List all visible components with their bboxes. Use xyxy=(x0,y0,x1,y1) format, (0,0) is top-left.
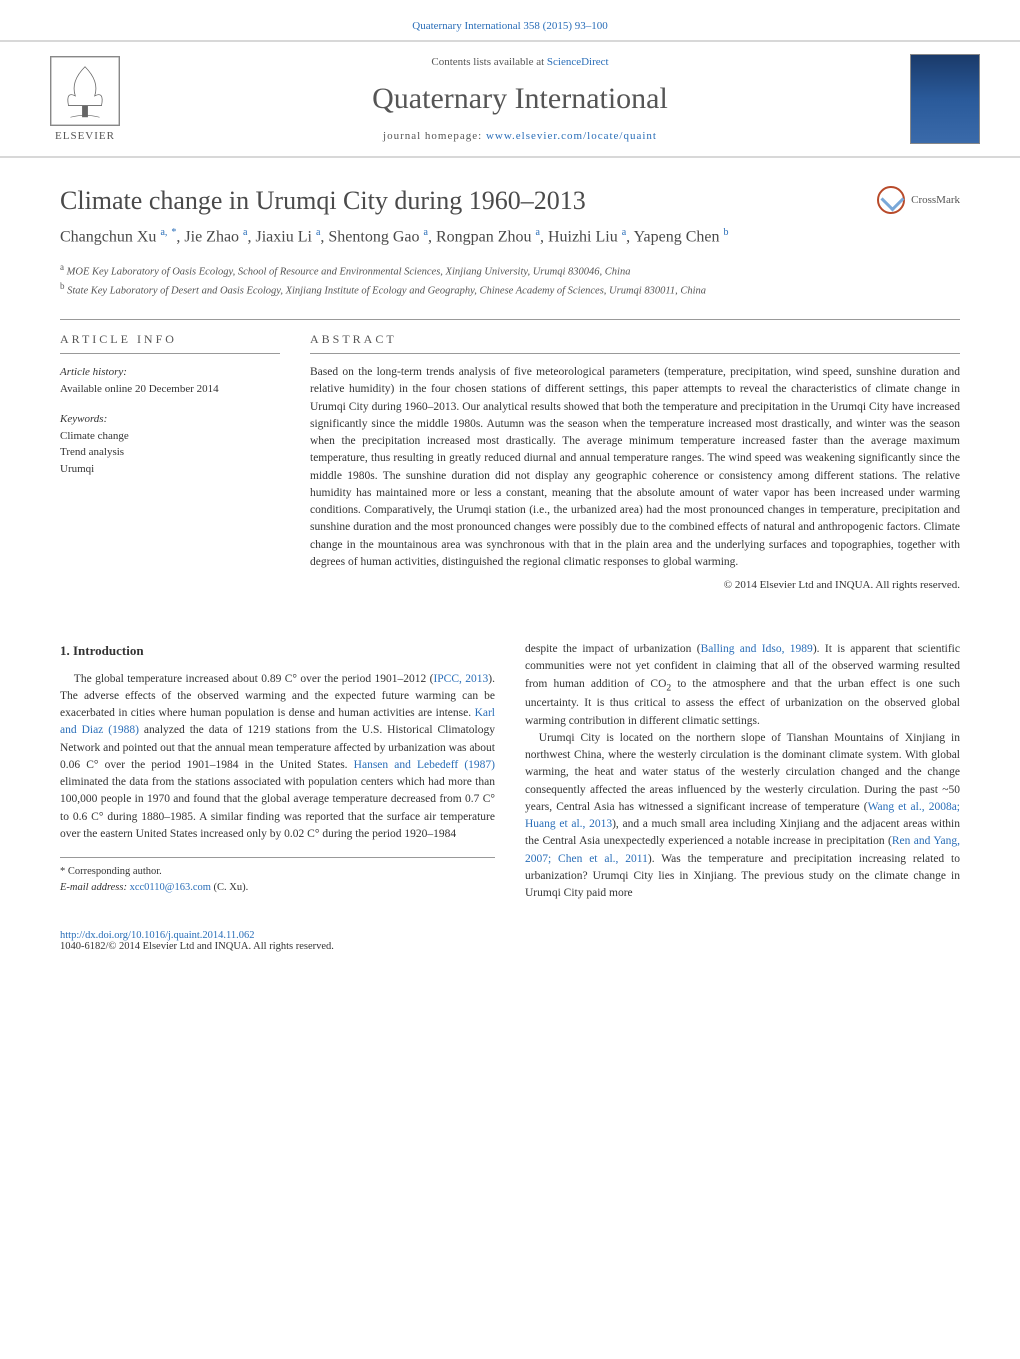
journal-header: ELSEVIER Contents lists available at Sci… xyxy=(0,40,1020,158)
email-line: E-mail address: xcc0110@163.com (C. Xu). xyxy=(60,880,495,896)
crossmark-badge[interactable]: CrossMark xyxy=(877,186,960,214)
keywords-block: Keywords: Climate change Trend analysis … xyxy=(60,411,280,477)
email-suffix: (C. Xu). xyxy=(214,882,249,893)
journal-homepage-link[interactable]: www.elsevier.com/locate/quaint xyxy=(486,130,657,142)
abstract-heading: ABSTRACT xyxy=(310,332,960,354)
info-abstract-row: ARTICLE INFO Article history: Available … xyxy=(60,319,960,591)
email-link[interactable]: xcc0110@163.com xyxy=(130,882,211,893)
keyword-item: Trend analysis xyxy=(60,444,280,461)
journal-ref-link[interactable]: Quaternary International 358 (2015) 93–1… xyxy=(412,20,608,32)
affiliation-a: a MOE Key Laboratory of Oasis Ecology, S… xyxy=(60,261,960,280)
article-title: Climate change in Urumqi City during 196… xyxy=(60,186,586,216)
elsevier-tree-icon xyxy=(50,56,120,126)
article-info-column: ARTICLE INFO Article history: Available … xyxy=(60,332,280,591)
affiliation-b: b State Key Laboratory of Desert and Oas… xyxy=(60,280,960,299)
keyword-item: Climate change xyxy=(60,428,280,445)
elsevier-label: ELSEVIER xyxy=(55,130,115,142)
article-history-block: Article history: Available online 20 Dec… xyxy=(60,364,280,397)
doi-link[interactable]: http://dx.doi.org/10.1016/j.quaint.2014.… xyxy=(60,930,255,941)
intro-para-3: Urumqi City is located on the northern s… xyxy=(525,730,960,903)
footnotes: * Corresponding author. E-mail address: … xyxy=(60,857,495,896)
crossmark-icon xyxy=(877,186,905,214)
homepage-prefix: journal homepage: xyxy=(383,130,486,142)
email-label: E-mail address: xyxy=(60,882,127,893)
introduction-section: 1. Introduction The global temperature i… xyxy=(60,641,960,902)
crossmark-label: CrossMark xyxy=(911,194,960,206)
authors-list: Changchun Xu a, *, Jie Zhao a, Jiaxiu Li… xyxy=(60,226,960,249)
journal-title: Quaternary International xyxy=(130,82,910,116)
affiliations: a MOE Key Laboratory of Oasis Ecology, S… xyxy=(60,261,960,300)
intro-heading: 1. Introduction xyxy=(60,641,495,661)
keywords-label: Keywords: xyxy=(60,411,280,428)
header-center: Contents lists available at ScienceDirec… xyxy=(130,56,910,142)
issn-copyright-line: 1040-6182/© 2014 Elsevier Ltd and INQUA.… xyxy=(60,941,960,952)
history-value: Available online 20 December 2014 xyxy=(60,381,280,398)
article-body: Climate change in Urumqi City during 196… xyxy=(0,158,1020,922)
intro-para-1: The global temperature increased about 0… xyxy=(60,671,495,844)
article-info-heading: ARTICLE INFO xyxy=(60,332,280,354)
footer: http://dx.doi.org/10.1016/j.quaint.2014.… xyxy=(0,922,1020,982)
corresponding-author-note: * Corresponding author. xyxy=(60,864,495,880)
journal-reference: Quaternary International 358 (2015) 93–1… xyxy=(0,0,1020,40)
intro-para-2: despite the impact of urbanization (Ball… xyxy=(525,641,960,730)
contents-prefix: Contents lists available at xyxy=(431,56,546,68)
keyword-item: Urumqi xyxy=(60,461,280,478)
journal-cover-thumbnail xyxy=(910,54,980,144)
abstract-text: Based on the long-term trends analysis o… xyxy=(310,364,960,571)
history-label: Article history: xyxy=(60,364,280,381)
journal-homepage-line: journal homepage: www.elsevier.com/locat… xyxy=(130,130,910,142)
abstract-column: ABSTRACT Based on the long-term trends a… xyxy=(310,332,960,591)
contents-list-line: Contents lists available at ScienceDirec… xyxy=(130,56,910,68)
elsevier-logo: ELSEVIER xyxy=(40,56,130,142)
abstract-copyright: © 2014 Elsevier Ltd and INQUA. All right… xyxy=(310,579,960,591)
sciencedirect-link[interactable]: ScienceDirect xyxy=(547,56,609,68)
